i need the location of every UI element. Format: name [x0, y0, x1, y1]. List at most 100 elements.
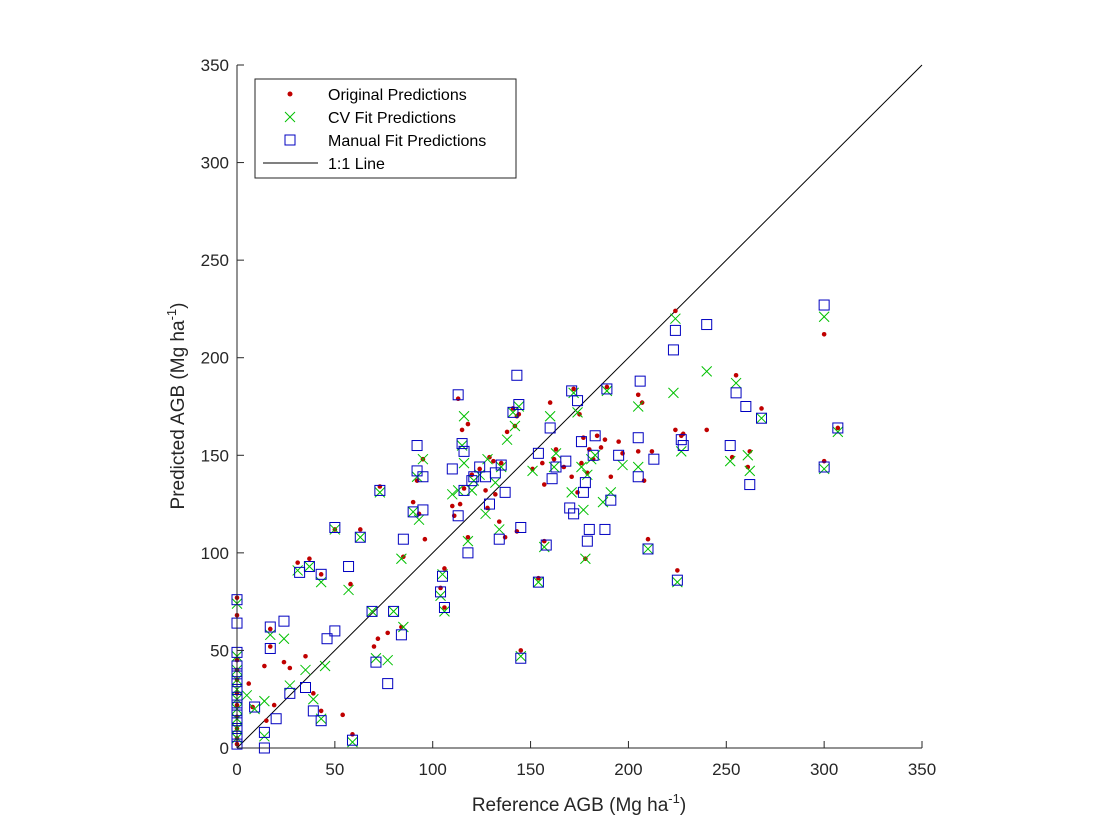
original-prediction-point: [483, 488, 488, 493]
x-axis-label-end: ): [680, 795, 686, 816]
manual-fit-prediction-point: [264, 621, 276, 633]
manual-fit-prediction-point: [634, 375, 646, 387]
cv-fit-prediction-point: [493, 524, 505, 535]
original-prediction-point: [581, 435, 586, 441]
original-prediction-point: [635, 449, 641, 454]
original-prediction-point: [461, 486, 467, 491]
manual-fit-prediction-point: [507, 406, 519, 418]
manual-fit-prediction-point: [632, 432, 644, 444]
cv-fit-prediction-point: [544, 410, 556, 422]
x-tick-label: 150: [516, 760, 544, 779]
manual-fit-prediction-point: [411, 440, 423, 452]
cv-fit-prediction-point: [315, 576, 327, 588]
original-prediction-point: [641, 478, 647, 483]
cv-fit-prediction-point: [435, 590, 446, 602]
manual-fit-prediction-point: [321, 633, 333, 645]
y-axis-label: Predicted AGB (Mg ha-1): [164, 303, 189, 510]
manual-fit-prediction-point: [568, 508, 580, 520]
original-prediction-point: [759, 406, 764, 411]
original-prediction-point: [704, 427, 710, 433]
legend: Original Predictions CV Fit Predictions …: [254, 78, 517, 179]
manual-fit-prediction-point: [270, 713, 282, 725]
manual-fit-prediction-point: [546, 473, 558, 485]
cv-fit-prediction-point: [466, 485, 478, 496]
y-tick-label: 250: [201, 251, 229, 270]
y-tick-label: 200: [201, 349, 229, 368]
manual-fit-prediction-point: [511, 369, 523, 381]
original-prediction-point: [604, 384, 610, 390]
cv-fit-prediction-point: [300, 664, 311, 676]
manual-fit-prediction-point: [264, 642, 276, 654]
cv-fit-prediction-point: [366, 606, 378, 617]
manual-fit-prediction-point: [278, 615, 290, 627]
manual-fit-prediction-point: [540, 539, 552, 551]
cv-fit-prediction-point: [632, 461, 644, 473]
original-prediction-point: [371, 644, 377, 649]
original-prediction-point: [455, 396, 461, 401]
cv-fit-prediction-point: [458, 410, 470, 422]
original-prediction-point: [422, 536, 428, 542]
original-prediction-point: [358, 527, 363, 532]
cv-fit-prediction-point: [439, 606, 450, 617]
manual-fit-prediction-point: [544, 422, 556, 434]
manual-fit-prediction-point: [435, 586, 447, 598]
original-prediction-point: [541, 538, 547, 544]
manual-fit-prediction-point: [258, 726, 270, 738]
manual-fit-prediction-point: [499, 486, 511, 498]
original-prediction-point: [340, 712, 345, 718]
manual-fit-prediction-point: [583, 523, 595, 535]
original-prediction-point: [457, 501, 463, 507]
original-prediction-point: [821, 458, 827, 464]
original-prediction-point: [673, 427, 678, 433]
cv-fit-prediction-point: [744, 465, 756, 477]
original-prediction-point: [551, 456, 557, 462]
x-tick-label: 350: [908, 760, 936, 779]
x-tick-label: 0: [232, 760, 241, 779]
manual-fit-prediction-point: [300, 682, 311, 694]
manual-fit-prediction-point: [564, 502, 576, 514]
manual-fit-prediction-point: [249, 701, 261, 713]
original-prediction-point: [303, 653, 308, 659]
manual-fit-prediction-point: [452, 389, 464, 401]
manual-fit-prediction-point: [346, 734, 358, 746]
original-prediction-point: [348, 581, 353, 587]
manual-fit-prediction-point: [740, 401, 752, 412]
original-prediction-point: [645, 536, 651, 542]
manual-fit-prediction-point: [550, 461, 562, 473]
original-prediction-point: [733, 372, 739, 378]
manual-fit-prediction-point: [579, 477, 591, 489]
cv-fit-prediction-point: [354, 531, 366, 543]
original-prediction-point: [410, 499, 416, 505]
cv-fit-prediction-point: [566, 487, 578, 498]
manual-fit-prediction-point: [489, 467, 501, 479]
cv-fit-prediction-point: [446, 488, 458, 500]
original-prediction-point: [449, 503, 455, 509]
manual-fit-prediction-point: [495, 459, 507, 471]
cv-fit-prediction-point: [642, 543, 654, 555]
plot-area: [231, 64, 923, 754]
original-prediction-point: [491, 458, 496, 464]
manual-fit-prediction-point: [315, 715, 327, 727]
cv-fit-prediction-point: [701, 366, 713, 377]
x-axis-label: Reference AGB (Mg ha-1): [472, 791, 686, 816]
legend-label-line: 1:1 Line: [328, 156, 385, 173]
cv-fit-prediction-point: [742, 449, 754, 461]
original-prediction-point: [571, 386, 576, 392]
manual-fit-prediction-point: [587, 449, 599, 461]
manual-fit-prediction-point: [560, 455, 572, 467]
one-to-one-line: [236, 64, 923, 749]
manual-fit-prediction-point: [452, 510, 464, 522]
original-prediction-point: [673, 308, 678, 314]
original-prediction-point: [675, 568, 680, 573]
manual-fit-prediction-point: [599, 523, 611, 535]
cv-fit-prediction-point: [382, 654, 394, 666]
original-prediction-point: [835, 425, 841, 431]
original-prediction-point: [477, 466, 482, 472]
axes: [236, 65, 922, 749]
legend-label-cv: CV Fit Predictions: [328, 110, 456, 127]
manual-fit-prediction-point: [575, 436, 587, 448]
cv-fit-prediction-point: [319, 660, 331, 672]
cv-fit-prediction-point: [572, 407, 583, 418]
y-tick-label: 150: [201, 446, 229, 465]
original-prediction-point: [385, 630, 391, 636]
